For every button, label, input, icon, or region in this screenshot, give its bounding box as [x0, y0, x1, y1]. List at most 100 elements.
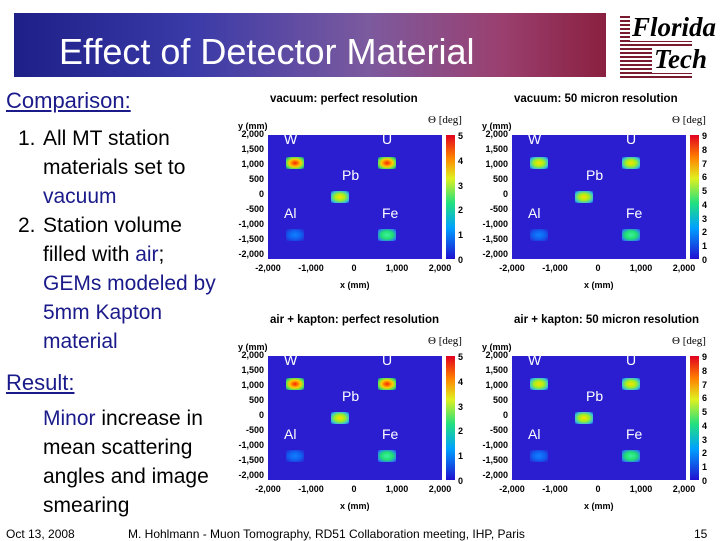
y-tick-label: 500 [248, 395, 264, 405]
x-tick-label: 2,000 [672, 484, 696, 494]
colorbar-tick-label: 5 [702, 407, 708, 418]
colorbar-tick-label: 7 [702, 379, 708, 390]
colorbar [690, 356, 699, 480]
heatmap-area: W U Pb Al Fe [512, 131, 686, 259]
colorbar-tick-label: 6 [702, 393, 708, 404]
logo-text-tech: Tech [652, 44, 709, 74]
y-tick-label: -1,000 [238, 219, 264, 229]
material-spot-fe [622, 229, 640, 241]
plot-panel: vacuum: 50 micron resolution Θ [deg] y (mm… [476, 93, 716, 293]
list-highlight: GEMs modeled by 5mm Kapton material [43, 272, 216, 353]
material-spot-u [378, 157, 396, 169]
y-tick-label: -1,000 [238, 440, 264, 450]
result-text: Minor increase in mean scattering angles… [43, 404, 243, 520]
material-label: W [284, 131, 298, 147]
material-spot-al [530, 229, 548, 241]
x-tick-label: 1,000 [629, 484, 653, 494]
heatmap-area: W U Pb Al Fe [268, 352, 442, 480]
colorbar-tick-label: 7 [702, 158, 708, 169]
material-spot-al [286, 229, 304, 241]
panel-title: air + kapton: 50 micron resolution [514, 314, 699, 326]
y-tick-label: -1,000 [482, 440, 508, 450]
colorbar-tick-label: 3 [702, 213, 708, 224]
material-label: Al [284, 426, 297, 442]
material-spot-w [286, 157, 304, 169]
colorbar-tick-label: 0 [702, 255, 708, 265]
colorbar-tick-label: 9 [702, 352, 708, 362]
colorbar-tick-label: 6 [702, 172, 708, 183]
comparison-list: 1. All MT station materials set to vacuum… [18, 124, 223, 356]
list-item: 2. Station volume filled with air; GEMs m… [18, 211, 223, 356]
plot-panel: vacuum: perfect resolution Θ [deg] y (mm) 2… [232, 93, 472, 293]
y-tick-label: 1,000 [485, 159, 508, 169]
material-label: W [528, 131, 542, 147]
y-tick-label: 2,000 [241, 350, 264, 360]
material-label: Fe [382, 205, 399, 221]
material-label: Pb [586, 388, 604, 404]
x-tick-label: 0 [595, 263, 601, 273]
y-tick-label: 1,000 [241, 380, 264, 390]
colorbar [446, 135, 455, 259]
material-label: U [626, 352, 637, 368]
y-tick-label: 2,000 [485, 129, 508, 139]
colorbar-tick-label: 5 [458, 352, 464, 362]
list-number: 2. [18, 214, 36, 237]
y-tick-label: 500 [492, 395, 508, 405]
material-spot-w [286, 378, 304, 390]
material-spot-fe [622, 450, 640, 462]
material-label: Fe [626, 205, 643, 221]
y-tick-label: -500 [245, 425, 264, 435]
material-label: Pb [342, 167, 360, 183]
colorbar [690, 135, 699, 259]
y-tick-label: 0 [258, 410, 264, 420]
y-tick-label: -2,000 [482, 249, 508, 259]
material-label: W [528, 352, 542, 368]
y-tick-label: -2,000 [238, 470, 264, 480]
colorbar-tick-label: 1 [702, 462, 708, 473]
material-label: Fe [626, 426, 643, 442]
material-label: Al [284, 205, 297, 221]
material-label: Al [528, 205, 541, 221]
x-tick-label: -1,000 [298, 484, 324, 494]
material-spot-u [622, 378, 640, 390]
colorbar-label: Θ [deg] [672, 114, 706, 126]
colorbar-tick-label: 0 [702, 476, 708, 486]
colorbar-tick-label: 9 [702, 131, 708, 141]
y-tick-label: -2,000 [238, 249, 264, 259]
y-tick-label: -1,500 [482, 455, 508, 465]
y-tick-label: 500 [248, 174, 264, 184]
x-tick-label: 2,000 [428, 484, 452, 494]
colorbar-label: Θ [deg] [428, 335, 462, 347]
footer-date: Oct 13, 2008 [6, 527, 75, 541]
x-tick-label: -1,000 [298, 263, 324, 273]
material-spot-fe [378, 229, 396, 241]
panel-title: vacuum: 50 micron resolution [514, 93, 678, 105]
material-label: Pb [342, 388, 360, 404]
y-tick-label: 0 [258, 189, 264, 199]
y-tick-label: -1,500 [238, 455, 264, 465]
y-tick-label: -1,500 [238, 234, 264, 244]
y-tick-label: 0 [502, 410, 508, 420]
colorbar-label: Θ [deg] [672, 335, 706, 347]
y-tick-label: 1,500 [241, 365, 264, 375]
y-tick-label: 500 [492, 174, 508, 184]
y-tick-label: -1,000 [482, 219, 508, 229]
material-spot-al [530, 450, 548, 462]
logo-text-florida: Florida [630, 12, 719, 42]
material-spot-pb [331, 412, 349, 424]
material-spot-fe [378, 450, 396, 462]
y-tick-label: 1,500 [241, 144, 264, 154]
colorbar-tick-label: 2 [458, 205, 464, 216]
y-axis-label: y (mm) [482, 342, 512, 352]
y-axis-label: y (mm) [482, 121, 512, 131]
colorbar-tick-label: 4 [458, 155, 464, 166]
footer-page-number: 15 [694, 527, 708, 541]
y-tick-label: 1,500 [485, 365, 508, 375]
x-tick-label: 1,000 [385, 484, 409, 494]
comparison-heading: Comparison: [6, 88, 131, 113]
panel-title: air + kapton: perfect resolution [270, 314, 440, 326]
material-spot-pb [575, 412, 593, 424]
x-tick-label: 0 [595, 484, 601, 494]
y-tick-label: 0 [502, 189, 508, 199]
colorbar-tick-label: 2 [702, 227, 708, 238]
